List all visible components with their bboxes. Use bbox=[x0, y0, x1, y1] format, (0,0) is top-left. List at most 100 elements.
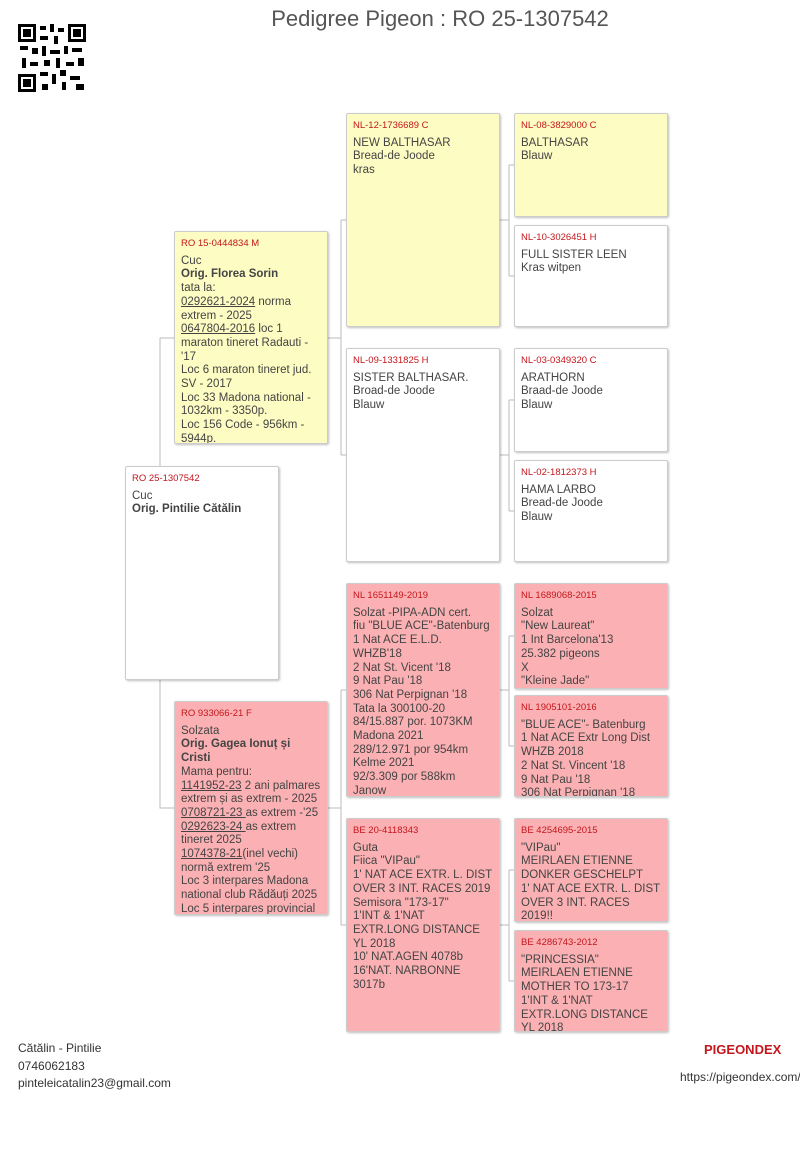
info-line: "Kleine Jade" bbox=[521, 675, 590, 688]
info-line: 1141952-23 2 ani palmares extrem și as e… bbox=[181, 780, 321, 807]
info-line: Blauw bbox=[521, 511, 553, 524]
info-line: 0292623-24 as extrem tineret 2025 bbox=[181, 821, 321, 848]
info-line: 1 Nat ACE E.L.D. WHZB'18 bbox=[353, 634, 442, 660]
owner-phone: 0746062183 bbox=[18, 1059, 85, 1073]
info-line: 0708721-23 as extrem -'25 bbox=[181, 807, 321, 821]
info-line: HAMA LARBO bbox=[521, 483, 596, 496]
site-url[interactable]: https://pigeondex.com/ bbox=[680, 1070, 800, 1084]
info-line: tata la: bbox=[181, 282, 216, 295]
offspring-ring[interactable]: 0292623-24 bbox=[181, 820, 246, 833]
ring-number: NL-03-0349320 C bbox=[521, 355, 597, 366]
info-line: MOTHER TO 173-17 bbox=[521, 981, 629, 994]
info-line: Loc 3 interpares Madona national club Ră… bbox=[181, 875, 318, 902]
info-line: BALTHASAR bbox=[521, 136, 589, 149]
info-line: Loc 5 interpares provincial bbox=[181, 902, 316, 915]
pigeon-card: BE 4286743-2012 "PRINCESSIA" MEIRLAEN ETIE… bbox=[514, 930, 668, 1032]
info-line: 16'NAT. NARBONNE 3017b bbox=[353, 965, 461, 991]
info-line: Tata la 300100-20 bbox=[353, 702, 446, 715]
pigeon-card: NL-12-1736689 C NEW BALTHASAR Bread-de Joo… bbox=[346, 113, 500, 327]
info-line: 0647804-2016 loc 1 maraton tineret Radau… bbox=[181, 323, 321, 364]
info-line: Mama pentru: bbox=[181, 765, 252, 778]
info-line: fiu "BLUE ACE"-Batenburg bbox=[353, 620, 490, 633]
info-line: Kras witpen bbox=[521, 262, 582, 275]
ring-number: NL-02-1812373 H bbox=[521, 467, 597, 478]
info-line: 1'INT & 1'NAT EXTR.LONG DISTANCE YL 2018 bbox=[353, 910, 480, 950]
ring-number: NL-12-1736689 C bbox=[353, 120, 429, 131]
info-line: 2 Nat St. Vicent '18 bbox=[353, 661, 451, 674]
info-line: Blauw bbox=[521, 399, 553, 412]
pigeon-card: RO 933066-21 F Solzata Orig. Gagea Ionuț ș… bbox=[174, 701, 328, 915]
ring-number: NL 1905101-2016 bbox=[521, 702, 597, 713]
info-line: "VIPau" bbox=[521, 841, 561, 854]
owner: Orig. Florea Sorin bbox=[181, 268, 279, 281]
ring-number: RO 933066-21 F bbox=[181, 708, 252, 719]
qr-code bbox=[18, 24, 86, 92]
ring-number: NL-09-1331825 H bbox=[353, 355, 429, 366]
owner: Orig. Gagea Ionuț și Cristi bbox=[181, 738, 291, 765]
info-line: 306 Nat Perpignan '18 bbox=[353, 688, 468, 701]
info-line: Solzat -PIPA-ADN cert. bbox=[353, 606, 472, 619]
info-line: 84/15.887 por. 1073KM bbox=[353, 716, 473, 729]
info-line: "PRINCESSIA" bbox=[521, 953, 599, 966]
offspring-note: as extrem -'25 bbox=[245, 806, 319, 819]
ring-number: NL-08-3829000 C bbox=[521, 120, 597, 131]
offspring-ring[interactable]: 0647804-2016 bbox=[181, 323, 256, 336]
logo: PIGEONDEX bbox=[704, 1042, 782, 1057]
info-line: ARATHORN bbox=[521, 371, 585, 384]
info-line: NEW BALTHASAR bbox=[353, 136, 451, 149]
ring-number: NL-10-3026451 H bbox=[521, 232, 597, 243]
offspring-ring[interactable]: 1141952-23 bbox=[181, 779, 242, 792]
pigeon-card: NL-10-3026451 H FULL SISTER LEEN Kras witp… bbox=[514, 225, 668, 327]
info-line: Semisora "173-17" bbox=[353, 896, 449, 909]
ring-number: NL 1651149-2019 bbox=[353, 590, 429, 601]
info-line: 1' NAT ACE EXTR. L. DIST OVER 3 INT. RAC… bbox=[521, 882, 660, 922]
info-line: kras bbox=[353, 164, 375, 177]
offspring-ring[interactable]: 0292621-2024 bbox=[181, 295, 256, 308]
info-line: 306 Nat Perpignan '18 bbox=[521, 787, 636, 797]
info-line: "BLUE ACE"- Batenburg bbox=[521, 718, 646, 731]
offspring-note: as extrem tineret 2025 bbox=[181, 820, 297, 847]
info-line: 1074378-21(inel vechi) normă extrem '25 bbox=[181, 848, 321, 875]
ring-number: BE 20-4118343 bbox=[353, 825, 419, 836]
info-line: Bread-de Joode bbox=[353, 150, 435, 163]
info-line: 1 Int Barcelona'13 bbox=[521, 634, 614, 647]
info-line: Loc 6 maraton tineret jud. SV - 2017 bbox=[181, 364, 312, 391]
info-line: 0292621-2024 norma extrem - 2025 bbox=[181, 296, 321, 323]
info-line: Solzata bbox=[181, 724, 220, 737]
pigeon-card: NL 1651149-2019 Solzat -PIPA-ADN cert. fiu… bbox=[346, 583, 500, 797]
pigeon-card: NL-09-1331825 H SISTER BALTHASAR. Broad-de… bbox=[346, 348, 500, 562]
offspring-note: norma extrem - 2025 bbox=[181, 295, 291, 322]
info-line: Broad-de Joode bbox=[353, 385, 435, 398]
ring-number: NL 1689068-2015 bbox=[521, 590, 597, 601]
info-line: 2 Nat St. Vincent '18 bbox=[521, 759, 626, 772]
info-line: DONKER GESCHELPT bbox=[521, 869, 644, 882]
info-line: Blauw bbox=[521, 150, 553, 163]
info-line: 92/3.309 por 588km bbox=[353, 771, 456, 784]
ring-number: RO 15-0444834 M bbox=[181, 238, 260, 249]
owner-email: pinteleicatalin23@gmail.com bbox=[18, 1076, 171, 1090]
info-line: "New Laureat" bbox=[521, 620, 595, 633]
info-line: MEIRLAEN ETIENNE bbox=[521, 855, 633, 868]
pigeon-card: BE 20-4118343 Guta Fiica "VIPau" 1' NAT ACE… bbox=[346, 818, 500, 1032]
info-line: 1 Nat ACE Extr Long Dist WHZB 2018 bbox=[521, 732, 651, 759]
offspring-note: loc 1 maraton tineret Radauti - '17 bbox=[181, 323, 309, 363]
info-line: MEIRLAEN ETIENNE bbox=[521, 967, 633, 980]
info-line: Fiica "VIPau" bbox=[353, 855, 420, 868]
info-line: 289/12.971 por 954km bbox=[353, 743, 469, 756]
offspring-ring[interactable]: 1074378-21 bbox=[181, 848, 243, 861]
info-line: Kelme 2021 bbox=[353, 757, 415, 770]
info-line: 9 Nat Pau '18 bbox=[353, 675, 423, 688]
info-line: 25.382 pigeons bbox=[521, 647, 600, 660]
offspring-ring[interactable]: 0708721-23 bbox=[181, 806, 246, 819]
pigeon-card: NL-02-1812373 H HAMA LARBO Bread-de Joode B… bbox=[514, 460, 668, 562]
info-line: 10' NAT.AGEN 4078b bbox=[353, 951, 464, 964]
info-line: Loc 33 Madona national - 1032km - 3350p. bbox=[181, 391, 311, 418]
owner: Orig. Pintilie Cătălin bbox=[132, 503, 242, 516]
info-line: 1' NAT ACE EXTR. L. DIST OVER 3 INT. RAC… bbox=[353, 869, 492, 895]
ring-number: RO 25-1307542 bbox=[132, 473, 200, 484]
pigeon-card: NL 1689068-2015 Solzat "New Laureat" 1 Int … bbox=[514, 583, 668, 689]
info-line: Madona 2021 bbox=[353, 730, 424, 743]
pigeon-card: NL-08-3829000 C BALTHASAR Blauw bbox=[514, 113, 668, 217]
info-line: X bbox=[521, 661, 529, 674]
